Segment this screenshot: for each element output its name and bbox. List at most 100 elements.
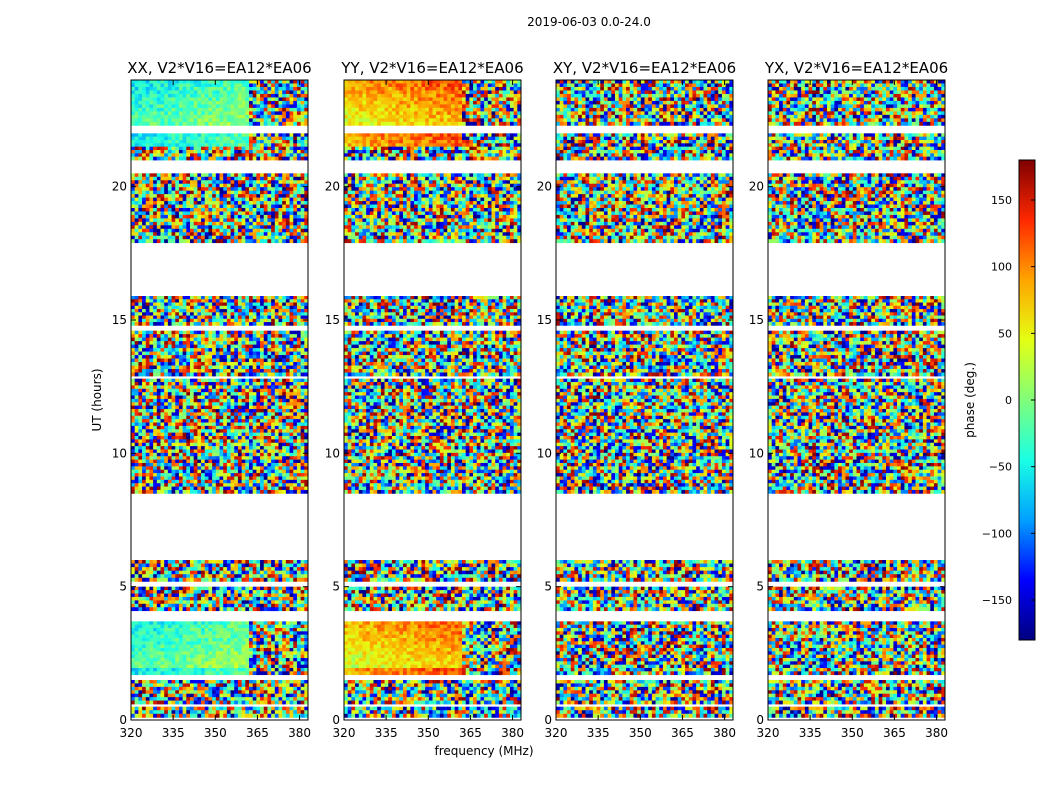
phase-cell (208, 473, 213, 477)
phase-cell (145, 330, 150, 335)
phase-cell (274, 419, 279, 423)
phase-cell (201, 634, 206, 639)
phase-cell (171, 489, 176, 494)
phase-cell (212, 388, 217, 393)
phase-cell (208, 690, 213, 695)
phase-cell (156, 483, 161, 487)
phase-cell (131, 486, 136, 491)
phase-cell (300, 567, 305, 572)
phase-cell (289, 641, 294, 646)
phase-cell (171, 419, 176, 423)
phase-cell (293, 201, 298, 205)
phase-cell (164, 590, 169, 594)
phase-cell (263, 586, 268, 591)
phase-cell (171, 671, 176, 676)
phase-cell (138, 683, 143, 688)
phase-cell (156, 405, 161, 410)
phase-cell (252, 337, 257, 342)
phase-cell (182, 449, 187, 454)
phase-cell (219, 442, 224, 447)
phase-cell (175, 355, 180, 359)
phase-cell (260, 563, 265, 568)
phase-cell (160, 395, 165, 400)
phase-cell (186, 388, 191, 393)
phase-cell (226, 456, 231, 461)
phase-cell (175, 700, 180, 705)
phase-cell (274, 422, 279, 427)
phase-cell (186, 309, 191, 313)
phase-cell (263, 302, 268, 307)
phase-cell (138, 628, 143, 632)
phase-cell (182, 466, 187, 471)
phase-cell (237, 190, 243, 195)
phase-cell (201, 378, 206, 383)
phase-cell (145, 586, 150, 591)
phase-cell (296, 385, 302, 390)
phase-cell (237, 412, 243, 417)
phase-cell (204, 382, 209, 386)
phase-cell (219, 628, 224, 632)
phase-cell (197, 369, 202, 373)
phase-cell (175, 412, 180, 417)
phase-cell (274, 436, 279, 440)
phase-cell (197, 344, 202, 349)
phase-cell (304, 631, 308, 636)
phase-cell (134, 590, 139, 594)
phase-cell (212, 700, 217, 705)
phase-cell (249, 628, 254, 632)
phase-cell (149, 402, 154, 407)
phase-cell (153, 330, 158, 335)
phase-cell (153, 183, 158, 188)
phase-cell (171, 395, 176, 400)
phase-cell (167, 351, 172, 356)
phase-cell (230, 479, 235, 484)
phase-cell (164, 680, 169, 684)
phase-cell (256, 344, 261, 349)
phase-cell (289, 176, 294, 181)
phase-cell (234, 176, 239, 181)
phase-cell (208, 634, 213, 639)
phase-cell (190, 348, 195, 352)
phase-cell (271, 479, 276, 484)
phase-cell (190, 322, 195, 326)
phase-cell (219, 330, 224, 335)
phase-cell (304, 334, 308, 339)
phase-cell (164, 479, 169, 484)
phase-cell (230, 651, 235, 656)
phase-cell (182, 385, 187, 390)
phase-cell (197, 446, 202, 450)
phase-cell (193, 586, 198, 591)
phase-cell (149, 686, 154, 691)
phase-cell (304, 628, 308, 632)
phase-cell (296, 334, 302, 339)
phase-cell (175, 446, 180, 450)
phase-cell (204, 305, 209, 310)
phase-cell (160, 312, 165, 316)
phase-cell (263, 318, 268, 323)
phase-cell (252, 432, 257, 437)
phase-cell (256, 341, 261, 346)
phase-cell (186, 296, 191, 300)
phase-cell (296, 680, 302, 684)
phase-cell (252, 355, 257, 359)
phase-cell (249, 590, 254, 594)
phase-cell (145, 690, 150, 695)
phase-cell (171, 631, 176, 636)
phase-cell (142, 388, 147, 393)
phase-cell (167, 593, 172, 598)
phase-cell (226, 651, 231, 656)
phase-cell (167, 312, 172, 316)
phase-cell (263, 362, 268, 366)
phase-cell (285, 641, 290, 646)
phase-cell (149, 419, 154, 423)
phase-cell (153, 563, 158, 568)
phase-cell (178, 654, 184, 659)
phase-cell (193, 686, 198, 691)
phase-cell (178, 671, 184, 676)
phase-cell (182, 422, 187, 427)
phase-cell (293, 668, 298, 672)
phase-cell (237, 296, 243, 300)
phase-cell (237, 392, 243, 396)
phase-cell (197, 648, 202, 652)
phase-cell (197, 183, 202, 188)
